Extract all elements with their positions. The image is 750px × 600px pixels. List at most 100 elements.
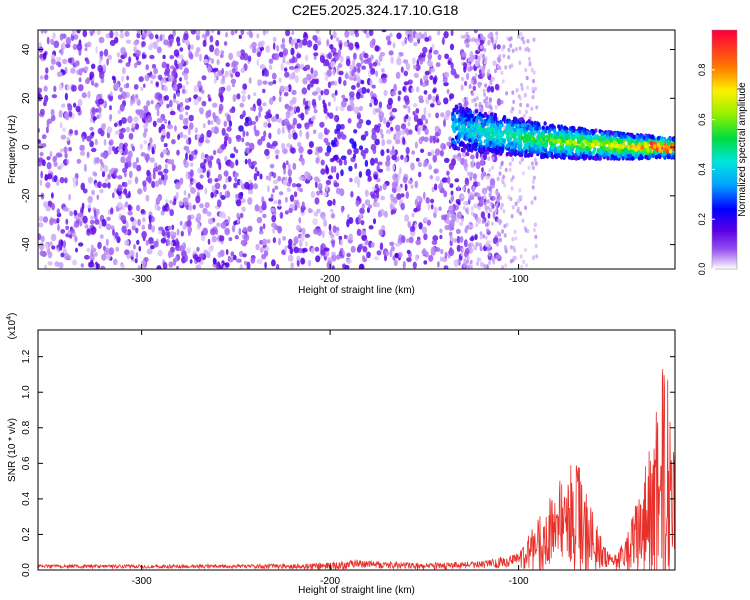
spectrogram-point [531, 179, 535, 184]
spectrogram-point [77, 98, 83, 107]
spectrogram-point [218, 212, 223, 217]
spectrogram-point [561, 148, 566, 154]
spectrogram-point [266, 142, 271, 149]
spectrogram-point [470, 37, 474, 43]
spectrogram-point [533, 222, 537, 227]
spectrogram-point [99, 50, 104, 57]
spectrogram-point [473, 30, 478, 34]
spectrogram-point [338, 76, 342, 85]
spectrogram-point [485, 209, 489, 214]
spectrogram-point [246, 147, 251, 155]
spectrogram-point [175, 182, 181, 190]
spectrogram-point [46, 156, 51, 161]
x-tick-label-top: -100 [509, 274, 529, 285]
spectrogram-point [488, 97, 492, 102]
spectrogram-point [229, 153, 236, 159]
spectrogram-point [424, 70, 430, 76]
spectrogram-point [474, 142, 478, 147]
spectrogram-point [371, 193, 376, 199]
spectrogram-point [492, 142, 496, 147]
spectrogram-point [307, 259, 312, 267]
spectrogram-point [510, 149, 514, 154]
spectrogram-point [427, 151, 432, 157]
spectrogram-point [404, 183, 408, 192]
spectrogram-point [119, 148, 123, 155]
colorbar-segment [712, 235, 737, 238]
spectrogram-point [302, 77, 308, 85]
spectrogram-point [477, 192, 481, 198]
spectrogram-point [240, 30, 245, 36]
spectrogram-point [107, 182, 111, 189]
spectrogram-point [494, 128, 499, 133]
spectrogram-point [131, 123, 136, 129]
colorbar-segment [712, 55, 737, 59]
spectrogram-point [61, 58, 68, 65]
spectrogram-point [511, 157, 515, 162]
spectrogram-point [210, 228, 216, 236]
spectrogram-point [287, 105, 294, 112]
colorbar-segment [712, 61, 737, 65]
colorbar-segment [712, 185, 737, 188]
spectrogram-point [121, 117, 127, 124]
spectrogram-point [375, 125, 381, 134]
spectrogram-point [250, 257, 256, 264]
spectrogram-point [658, 144, 662, 149]
spectrogram-point [90, 31, 93, 37]
spectrogram-point [281, 37, 285, 44]
spectrogram-point [267, 118, 271, 123]
spectrogram-point [119, 103, 125, 112]
spectrogram-point [186, 138, 189, 145]
spectrogram-point [327, 81, 332, 89]
spectrogram-point [209, 35, 214, 43]
spectrogram-point [373, 174, 378, 180]
spectrogram-point [242, 253, 247, 258]
y-tick-label-top: 40 [21, 44, 32, 56]
spectrogram-point [182, 125, 189, 130]
spectrogram-point [91, 189, 95, 196]
spectrogram-point [145, 64, 149, 71]
spectrogram-point [510, 186, 514, 191]
spectrogram-point [349, 64, 353, 70]
spectrogram-point [387, 97, 393, 106]
spectrogram-point [359, 87, 363, 94]
spectrogram-point [464, 100, 469, 106]
spectrogram-point [474, 138, 478, 143]
colorbar-segment [712, 181, 737, 184]
spectrogram-point [337, 49, 341, 58]
spectrogram-point [144, 74, 150, 82]
spectrogram-point [473, 126, 477, 132]
spectrogram-point [443, 214, 447, 221]
spectrogram-point [323, 247, 330, 252]
spectrogram-point [216, 199, 222, 208]
spectrogram-point [140, 260, 147, 267]
spectrogram-point [508, 37, 512, 42]
spectrogram-point [59, 122, 63, 129]
spectrogram-point [241, 137, 245, 143]
spectrogram-point [196, 181, 202, 190]
spectrogram-point [352, 153, 356, 159]
spectrogram-point [407, 221, 412, 228]
spectrogram-point [502, 53, 506, 59]
colorbar-segment [712, 167, 737, 170]
spectrogram-point [520, 123, 524, 128]
spectrogram-point [423, 107, 427, 115]
spectrogram-point [378, 111, 385, 119]
spectrogram-point [342, 250, 346, 256]
spectrogram-point [335, 106, 339, 112]
spectrogram-point [150, 245, 155, 250]
spectrogram-point [600, 131, 604, 137]
spectrogram-point [306, 40, 313, 48]
spectrogram-point [439, 149, 444, 157]
y-tick-label-bottom: 0.0 [21, 563, 32, 577]
spectrogram-point [504, 263, 508, 268]
spectrogram-point [202, 207, 208, 214]
spectrogram-point [205, 110, 210, 119]
spectrogram-point [100, 165, 103, 173]
spectrogram-point [455, 217, 460, 223]
spectrogram-point [313, 52, 319, 57]
spectrogram-point [385, 35, 391, 41]
spectrogram-point [330, 34, 333, 40]
spectrogram-point [171, 224, 175, 231]
spectrogram-point [185, 152, 188, 161]
spectrogram-point [373, 256, 379, 261]
